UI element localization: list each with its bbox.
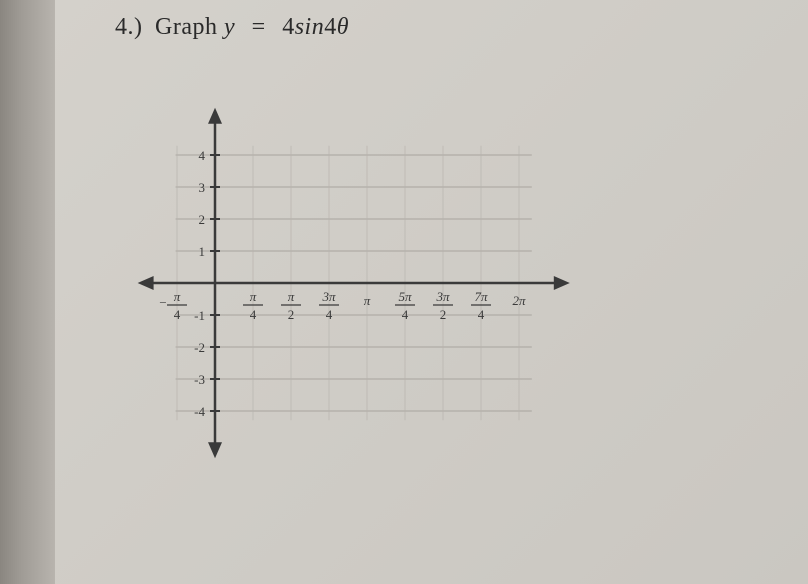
svg-text:4: 4 — [199, 148, 206, 163]
worksheet-page: 4.) Graph y = 4sin4θ 4321-1-2-3-4−π4π4π2… — [55, 0, 808, 584]
svg-text:4: 4 — [250, 307, 257, 322]
coordinate-grid: 4321-1-2-3-4−π4π4π23π4π5π43π27π42π — [125, 73, 585, 493]
svg-text:1: 1 — [199, 244, 206, 259]
svg-text:4: 4 — [478, 307, 485, 322]
svg-text:-2: -2 — [194, 340, 205, 355]
svg-text:π: π — [364, 293, 371, 308]
function-name: sin — [295, 14, 325, 40]
svg-text:−: − — [159, 295, 166, 310]
inner-coefficient: 4 — [324, 14, 337, 40]
svg-text:2: 2 — [440, 307, 447, 322]
equals-sign: = — [252, 14, 266, 40]
svg-text:2π: 2π — [512, 293, 526, 308]
question-number: 4.) — [115, 14, 143, 40]
svg-text:3π: 3π — [435, 289, 450, 304]
svg-text:-4: -4 — [194, 404, 205, 419]
coefficient: 4 — [282, 14, 295, 40]
svg-text:-1: -1 — [194, 308, 205, 323]
svg-text:5π: 5π — [398, 289, 412, 304]
question-text: 4.) Graph y = 4sin4θ — [115, 14, 778, 41]
svg-text:4: 4 — [326, 307, 333, 322]
page-binding-shadow — [0, 0, 55, 584]
argument: θ — [337, 14, 349, 40]
question-prompt: Graph — [155, 14, 217, 40]
svg-text:3π: 3π — [321, 289, 336, 304]
lhs-variable: y — [224, 14, 235, 40]
svg-text:π: π — [174, 289, 181, 304]
svg-text:-3: -3 — [194, 372, 205, 387]
svg-text:7π: 7π — [474, 289, 488, 304]
grid-svg: 4321-1-2-3-4−π4π4π23π4π5π43π27π42π — [125, 73, 585, 493]
svg-text:3: 3 — [199, 180, 206, 195]
svg-text:4: 4 — [402, 307, 409, 322]
svg-text:4: 4 — [174, 307, 181, 322]
svg-text:2: 2 — [288, 307, 295, 322]
svg-text:π: π — [288, 289, 295, 304]
svg-text:π: π — [250, 289, 257, 304]
svg-text:2: 2 — [199, 212, 206, 227]
